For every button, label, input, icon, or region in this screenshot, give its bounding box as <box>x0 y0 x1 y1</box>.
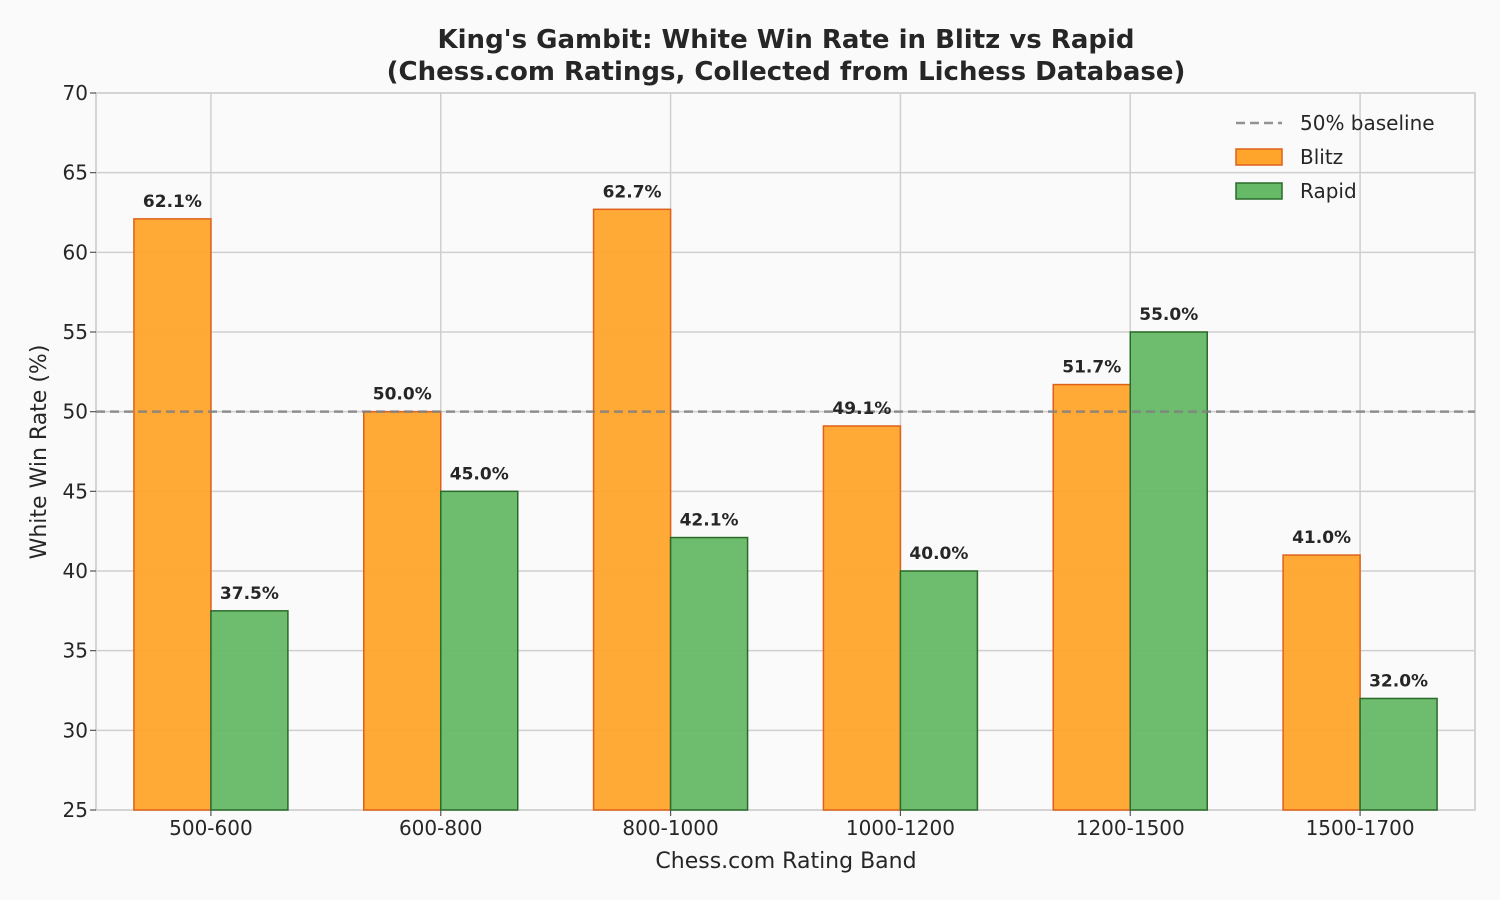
bar-blitz-1000-1200 <box>822 425 902 811</box>
bar-rapid-1000-1200 <box>899 570 979 811</box>
legend-label-blitz: Blitz <box>1300 145 1343 169</box>
bar-rapid-1200-1500 <box>1129 331 1208 811</box>
bar-blitz-1200-1500 <box>1052 383 1131 811</box>
y-tick-label: 55 <box>63 320 88 344</box>
y-axis-ticks: 25 30 35 40 45 50 55 60 65 70 <box>63 81 96 822</box>
x-tick-label: 600-800 <box>399 816 483 840</box>
legend: 50% baseline Blitz Rapid <box>1235 111 1435 203</box>
data-label-rapid-500-600: 37.5% <box>220 584 279 604</box>
y-tick-label: 45 <box>63 479 88 503</box>
y-tick-label: 35 <box>63 639 88 663</box>
bar-blitz-600-800 <box>363 410 442 811</box>
y-tick-label: 65 <box>63 161 88 185</box>
x-axis-ticks: 500-600 600-800 800-1000 1000-1200 1200-1500… <box>169 810 1415 840</box>
chart-title-line1: King's Gambit: White Win Rate in Blitz v… <box>438 25 1135 55</box>
bar-rapid-800-1000 <box>669 536 749 811</box>
x-tick-label: 1500-1700 <box>1306 816 1415 840</box>
legend-swatch-rapid <box>1235 182 1283 200</box>
x-tick-label: 1200-1500 <box>1076 816 1185 840</box>
x-tick-label: 800-1000 <box>622 816 718 840</box>
legend-baseline-label: 50% baseline <box>1300 111 1435 135</box>
y-axis-label: White Win Rate (%) <box>27 345 52 560</box>
plot-frame <box>95 92 1476 811</box>
bars-group <box>133 208 1438 811</box>
bar-blitz-1500-1700 <box>1282 554 1361 811</box>
data-label-blitz-500-600: 62.1% <box>143 192 202 212</box>
legend-swatch-blitz <box>1235 148 1283 166</box>
plot-area <box>95 92 1476 811</box>
x-tick-label: 1000-1200 <box>846 816 955 840</box>
y-tick-label: 60 <box>63 240 88 264</box>
data-label-rapid-600-800: 45.0% <box>450 464 509 484</box>
data-labels-group: 62.1% 37.5% 50.0% 45.0% 62.7% 42.1% 49.1% 40.0%… <box>143 182 1428 691</box>
bar-rapid-1500-1700 <box>1359 697 1438 811</box>
data-label-rapid-1000-1200: 40.0% <box>909 544 968 564</box>
data-label-rapid-1200-1500: 55.0% <box>1139 305 1198 325</box>
data-label-blitz-1000-1200: 49.1% <box>832 399 891 419</box>
data-label-blitz-1500-1700: 41.0% <box>1292 528 1351 548</box>
data-label-rapid-800-1000: 42.1% <box>680 511 739 531</box>
y-tick-label: 50 <box>63 400 88 424</box>
x-tick-label: 500-600 <box>169 816 253 840</box>
data-label-rapid-1500-1700: 32.0% <box>1369 671 1428 691</box>
y-tick-label: 30 <box>63 718 88 742</box>
x-axis-label: Chess.com Rating Band <box>655 849 916 874</box>
bar-blitz-500-600 <box>133 218 212 811</box>
y-tick-label: 25 <box>63 798 88 822</box>
data-label-blitz-600-800: 50.0% <box>373 385 432 405</box>
bar-rapid-500-600 <box>210 610 289 811</box>
chart-title-line2: (Chess.com Ratings, Collected from Liche… <box>387 57 1186 87</box>
legend-label-rapid: Rapid <box>1300 179 1357 203</box>
y-tick-label: 70 <box>63 81 88 105</box>
data-label-blitz-1200-1500: 51.7% <box>1062 358 1121 378</box>
bar-blitz-800-1000 <box>592 208 672 811</box>
y-tick-label: 40 <box>63 559 88 583</box>
data-label-blitz-800-1000: 62.7% <box>603 182 662 202</box>
bar-rapid-600-800 <box>440 490 519 811</box>
